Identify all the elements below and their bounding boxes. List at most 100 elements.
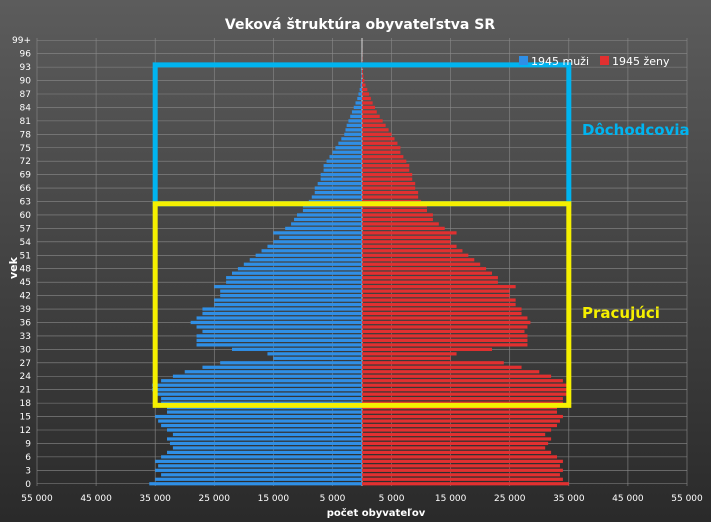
bar-women-age-11 [362,432,546,437]
bar-women-age-90 [362,78,365,83]
bar-women-age-25 [362,370,540,374]
bar-men-age-73 [329,155,362,159]
x-tick-label: 5 000 [320,494,346,504]
bar-men-age-4 [158,464,362,468]
bar-women-age-24 [362,374,552,378]
bar-men-age-16 [167,410,362,414]
bar-women-age-40 [362,302,516,307]
bar-women-age-3 [362,468,563,472]
legend-swatch-women [600,56,609,65]
bar-men-age-2 [161,473,362,477]
bar-men-age-55 [279,235,362,239]
bar-women-age-13 [362,423,557,428]
x-tick-label: 25 000 [494,494,526,504]
bars [149,38,569,486]
y-tick-label: 0 [25,480,31,490]
bar-women-age-39 [362,307,522,311]
bar-men-age-56 [273,231,362,235]
annotation-box-1 [152,201,572,408]
bar-women-age-46 [362,276,498,280]
bar-women-age-58 [362,222,439,226]
bar-women-age-20 [362,392,569,396]
y-tick-label: 84 [20,103,32,113]
bar-women-age-19 [362,397,563,401]
bar-men-age-9 [169,441,362,446]
bar-men-age-75 [335,146,362,150]
bar-men-age-22 [152,383,362,387]
bar-women-age-23 [362,379,563,383]
bar-women-age-1 [362,477,563,481]
bar-women-age-68 [362,177,413,181]
bar-men-age-74 [332,150,362,154]
bar-women-age-81 [362,119,383,123]
bar-men-age-27 [220,361,362,365]
bar-women-age-54 [362,240,451,244]
bar-women-age-55 [362,235,451,239]
bar-men-age-54 [273,240,362,244]
bar-men-age-78 [344,132,362,136]
bar-men-age-80 [346,123,362,127]
bar-men-age-53 [267,244,362,248]
bar-men-age-85 [355,101,362,105]
bar-men-age-36 [190,320,362,325]
bar-women-age-52 [362,249,463,253]
bar-women-age-78 [362,132,392,136]
bar-women-age-88 [362,87,368,92]
bar-women-age-36 [362,320,531,325]
y-tick-label: 51 [20,251,31,261]
bar-men-age-31 [196,343,362,347]
y-tick-label: 24 [20,372,32,382]
x-axis-label: počet obyvateľov [327,507,426,519]
bar-men-age-41 [214,298,362,302]
bar-men-age-20 [155,392,362,396]
bar-women-age-21 [362,388,569,392]
bar-men-age-13 [161,423,362,428]
y-tick-label: 33 [20,332,31,342]
bar-women-age-47 [362,271,492,275]
bar-women-age-44 [362,285,516,289]
bar-men-age-19 [161,397,362,401]
bar-men-age-57 [285,226,362,231]
bar-women-age-9 [362,441,549,446]
y-tick-label: 18 [20,399,32,409]
bar-men-age-67 [317,181,362,186]
bar-women-age-75 [362,146,401,150]
bar-men-age-52 [261,249,362,253]
annotation-label-workers: Pracujúci [582,304,660,322]
bar-women-age-79 [362,128,389,132]
bar-men-age-26 [202,365,362,369]
y-tick-label: 75 [20,144,31,154]
bar-men-age-84 [353,105,362,110]
bar-men-age-7 [167,450,362,455]
bar-men-age-37 [196,316,362,320]
bar-women-age-10 [362,437,552,441]
bar-men-age-35 [196,325,362,329]
y-tick-label: 60 [20,211,32,221]
y-tick-label: 72 [20,157,31,167]
bar-women-age-80 [362,123,386,127]
bar-women-age-2 [362,473,560,477]
bar-men-age-58 [291,222,362,226]
bar-women-age-22 [362,383,569,387]
bar-men-age-86 [357,96,362,101]
y-tick-label: 87 [20,90,31,100]
y-tick-label: 21 [20,386,31,396]
bar-men-age-33 [196,334,362,338]
bar-women-age-29 [362,352,457,356]
bar-men-age-39 [202,307,362,311]
bar-men-age-68 [320,177,362,181]
annotation-boxes [152,62,572,408]
bar-men-age-40 [214,302,362,307]
bar-men-age-71 [323,164,362,168]
bar-women-age-45 [362,280,498,284]
bar-men-age-6 [161,455,362,459]
bar-women-age-86 [362,96,371,101]
bar-men-age-50 [249,258,362,262]
x-tick-label: 35 000 [139,494,171,504]
bar-women-age-77 [362,137,395,141]
bar-men-age-8 [172,446,362,450]
bar-men-age-38 [202,311,362,316]
bar-men-age-64 [311,195,362,199]
y-tick-label: 66 [20,184,32,194]
x-tick-label: 5 000 [379,494,405,504]
